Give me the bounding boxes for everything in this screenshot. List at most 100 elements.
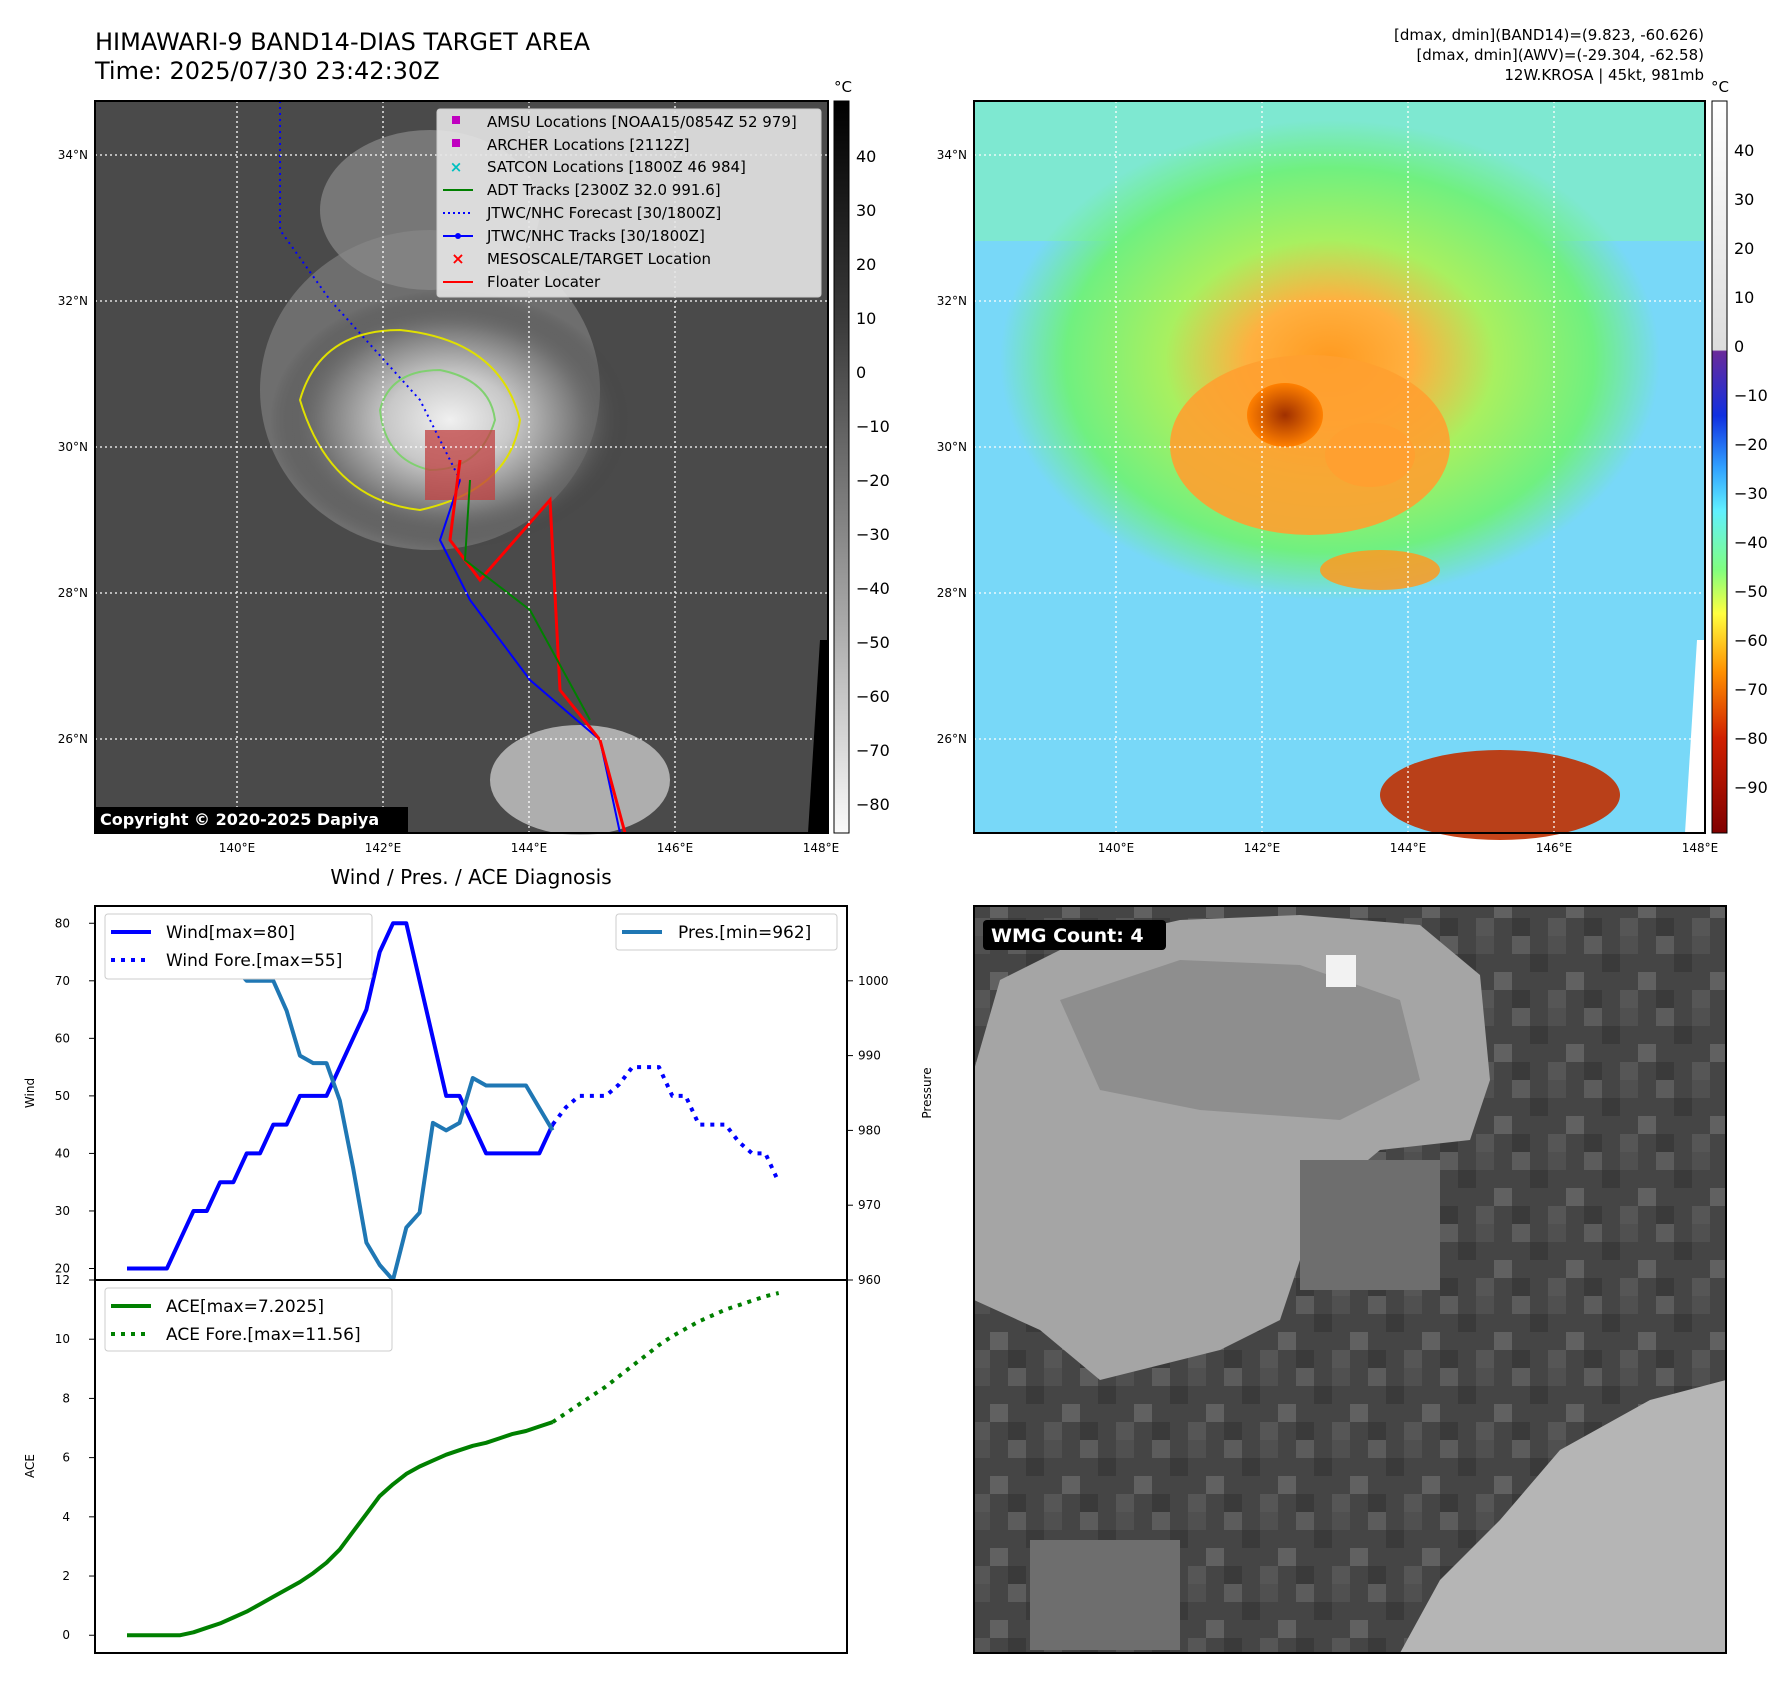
ir-lon-142: 142°E [365, 841, 402, 855]
pressure-legend-box [615, 913, 838, 951]
wind-legend-box [104, 913, 373, 980]
stats-band14: [dmax, dmin](BAND14)=(9.823, -60.626) [1394, 26, 1704, 44]
legend-adt-label: ADT Tracks [2300Z 32.0 991.6] [487, 181, 721, 199]
color-cbar-tick: −10 [1734, 386, 1768, 405]
copyright-badge [95, 807, 408, 832]
color-cbar-tick: −40 [1734, 533, 1768, 552]
ir-colorbar-unit: °C [834, 78, 852, 96]
color-lat-34: 34°N [937, 148, 967, 162]
ace-legend-label: ACE[max=7.2025] [166, 1297, 324, 1317]
pressure-axis-label: Pressure [920, 1067, 934, 1118]
ace-line [127, 1420, 554, 1638]
pressure-tick-label: 1000 [858, 974, 889, 988]
legend-satcon-label: SATCON Locations [1800Z 46 984] [487, 158, 746, 176]
pressure-y-ticks: 960 970 980 990 1000 [847, 974, 889, 1287]
color-gridlines [974, 101, 1705, 833]
color-lat-30: 30°N [937, 440, 967, 454]
ir-cbar-tick: 10 [856, 309, 876, 328]
copyright-text: Copyright © 2020-2025 Dapiya [100, 810, 379, 829]
ace-series-group [127, 1291, 780, 1638]
color-lon-144: 144°E [1390, 841, 1427, 855]
color-colorbar [1711, 100, 1728, 834]
color-lon-labels: 140°E 142°E 144°E 146°E 148°E [1098, 841, 1719, 855]
ace-tick-label: 10 [55, 1332, 70, 1346]
legend-floater-label: Floater Locater [487, 273, 601, 291]
color-lat-28: 28°N [937, 586, 967, 600]
legend-archer-label: ARCHER Locations [2112Z] [487, 136, 690, 154]
ir-contour-green [378, 368, 497, 472]
color-cbar-tick: 10 [1734, 288, 1754, 307]
ace-chart: 0 2 4 6 8 10 12 ACE ACE[max=7.2025] ACE Fore.[… [23, 1273, 848, 1654]
color-cbar-tick: −60 [1734, 631, 1768, 650]
ir-cbar-tick: −30 [856, 525, 890, 544]
ir-map-panel: AMSU Locations [NOAA15/0854Z 52 979] ARC… [58, 78, 890, 855]
ir-lon-140: 140°E [219, 841, 256, 855]
ir-cbar-tick: −80 [856, 795, 890, 814]
ir-lat-32: 32°N [58, 294, 88, 308]
wind-tick-label: 80 [55, 916, 70, 930]
wind-y-ticks: 20 30 40 50 60 70 80 [55, 916, 95, 1275]
ace-fore-legend-label: ACE Fore.[max=11.56] [166, 1325, 361, 1345]
wmg-count-badge [983, 920, 1166, 950]
color-lon-142: 142°E [1244, 841, 1281, 855]
ir-cbar-tick: −60 [856, 687, 890, 706]
wind-tick-label: 70 [55, 974, 70, 988]
wmg-southeast-cloud [1400, 1380, 1726, 1653]
ir-map-frame [94, 100, 829, 834]
wmg-count-label: WMG Count: 4 [991, 925, 1144, 947]
ir-colorbar [833, 100, 850, 834]
wind-line [127, 921, 555, 1271]
legend-archer-marker [452, 139, 460, 147]
color-cbar-tick: 40 [1734, 141, 1754, 160]
color-colorbar-ticks: 40 30 20 10 0 −10 −20 −30 −40 −50 −60 −7… [1734, 141, 1768, 797]
ace-tick-label: 2 [62, 1569, 70, 1583]
ace-tick-label: 12 [55, 1273, 70, 1287]
color-cbar-tick: −80 [1734, 729, 1768, 748]
diagnosis-chart-title: Wind / Pres. / ACE Diagnosis [330, 865, 611, 889]
figure-time: Time: 2025/07/30 23:42:30Z [94, 57, 440, 85]
color-lat-26: 26°N [937, 732, 967, 746]
ir-lon-146: 146°E [657, 841, 694, 855]
wind-tick-label: 60 [55, 1031, 70, 1045]
ir-lat-28: 28°N [58, 586, 88, 600]
legend-amsu-label: AMSU Locations [NOAA15/0854Z 52 979] [487, 113, 797, 131]
ir-lon-148: 148°E [803, 841, 840, 855]
color-map-panel: 34°N 32°N 30°N 28°N 26°N 140°E 142°E 144… [937, 78, 1768, 855]
color-cbar-tick: 20 [1734, 239, 1754, 258]
floater-locater-track [448, 459, 627, 834]
legend-forecast-label: JTWC/NHC Forecast [30/1800Z] [486, 204, 721, 222]
wind-forecast-line [551, 1065, 781, 1184]
adt-track [463, 479, 591, 721]
ace-tick-label: 6 [62, 1451, 70, 1465]
wind-axis-label: Wind [23, 1078, 37, 1108]
ir-lat-26: 26°N [58, 732, 88, 746]
legend-satcon-marker: × [450, 158, 463, 176]
pressure-tick-label: 960 [858, 1273, 881, 1287]
pressure-legend-label: Pres.[min=962] [678, 923, 811, 943]
pressure-tick-label: 990 [858, 1049, 881, 1063]
wind-tick-label: 30 [55, 1204, 70, 1218]
legend-tracks-label: JTWC/NHC Tracks [30/1800Z] [486, 227, 705, 245]
color-cbar-tick: −90 [1734, 778, 1768, 797]
color-lon-140: 140°E [1098, 841, 1135, 855]
figure-title: HIMAWARI-9 BAND14-DIAS TARGET AREA [95, 28, 591, 56]
ir-cbar-tick: 40 [856, 147, 876, 166]
legend-box [436, 108, 822, 298]
ir-lat-labels: 34°N 32°N 30°N 28°N 26°N [58, 148, 88, 746]
color-map-frame [973, 100, 1706, 834]
color-colorbar-unit: °C [1711, 78, 1729, 96]
ace-legend-box [104, 1287, 393, 1352]
color-lat-32: 32°N [937, 294, 967, 308]
color-cbar-tick: 30 [1734, 190, 1754, 209]
ir-cbar-tick: −70 [856, 741, 890, 760]
pressure-tick-label: 980 [858, 1123, 881, 1137]
ir-storm-cloud [270, 290, 630, 550]
ir-lat-30: 30°N [58, 440, 88, 454]
color-cbar-tick: 0 [1734, 337, 1744, 356]
ir-map-legend: AMSU Locations [NOAA15/0854Z 52 979] ARC… [436, 108, 822, 298]
wind-pressure-chart: Wind / Pres. / ACE Diagnosis 20 30 40 50 60 7… [23, 865, 934, 1287]
color-cbar-tick: −70 [1734, 680, 1768, 699]
legend-target-marker: × [451, 249, 464, 268]
color-cbar-tick: −30 [1734, 484, 1768, 503]
